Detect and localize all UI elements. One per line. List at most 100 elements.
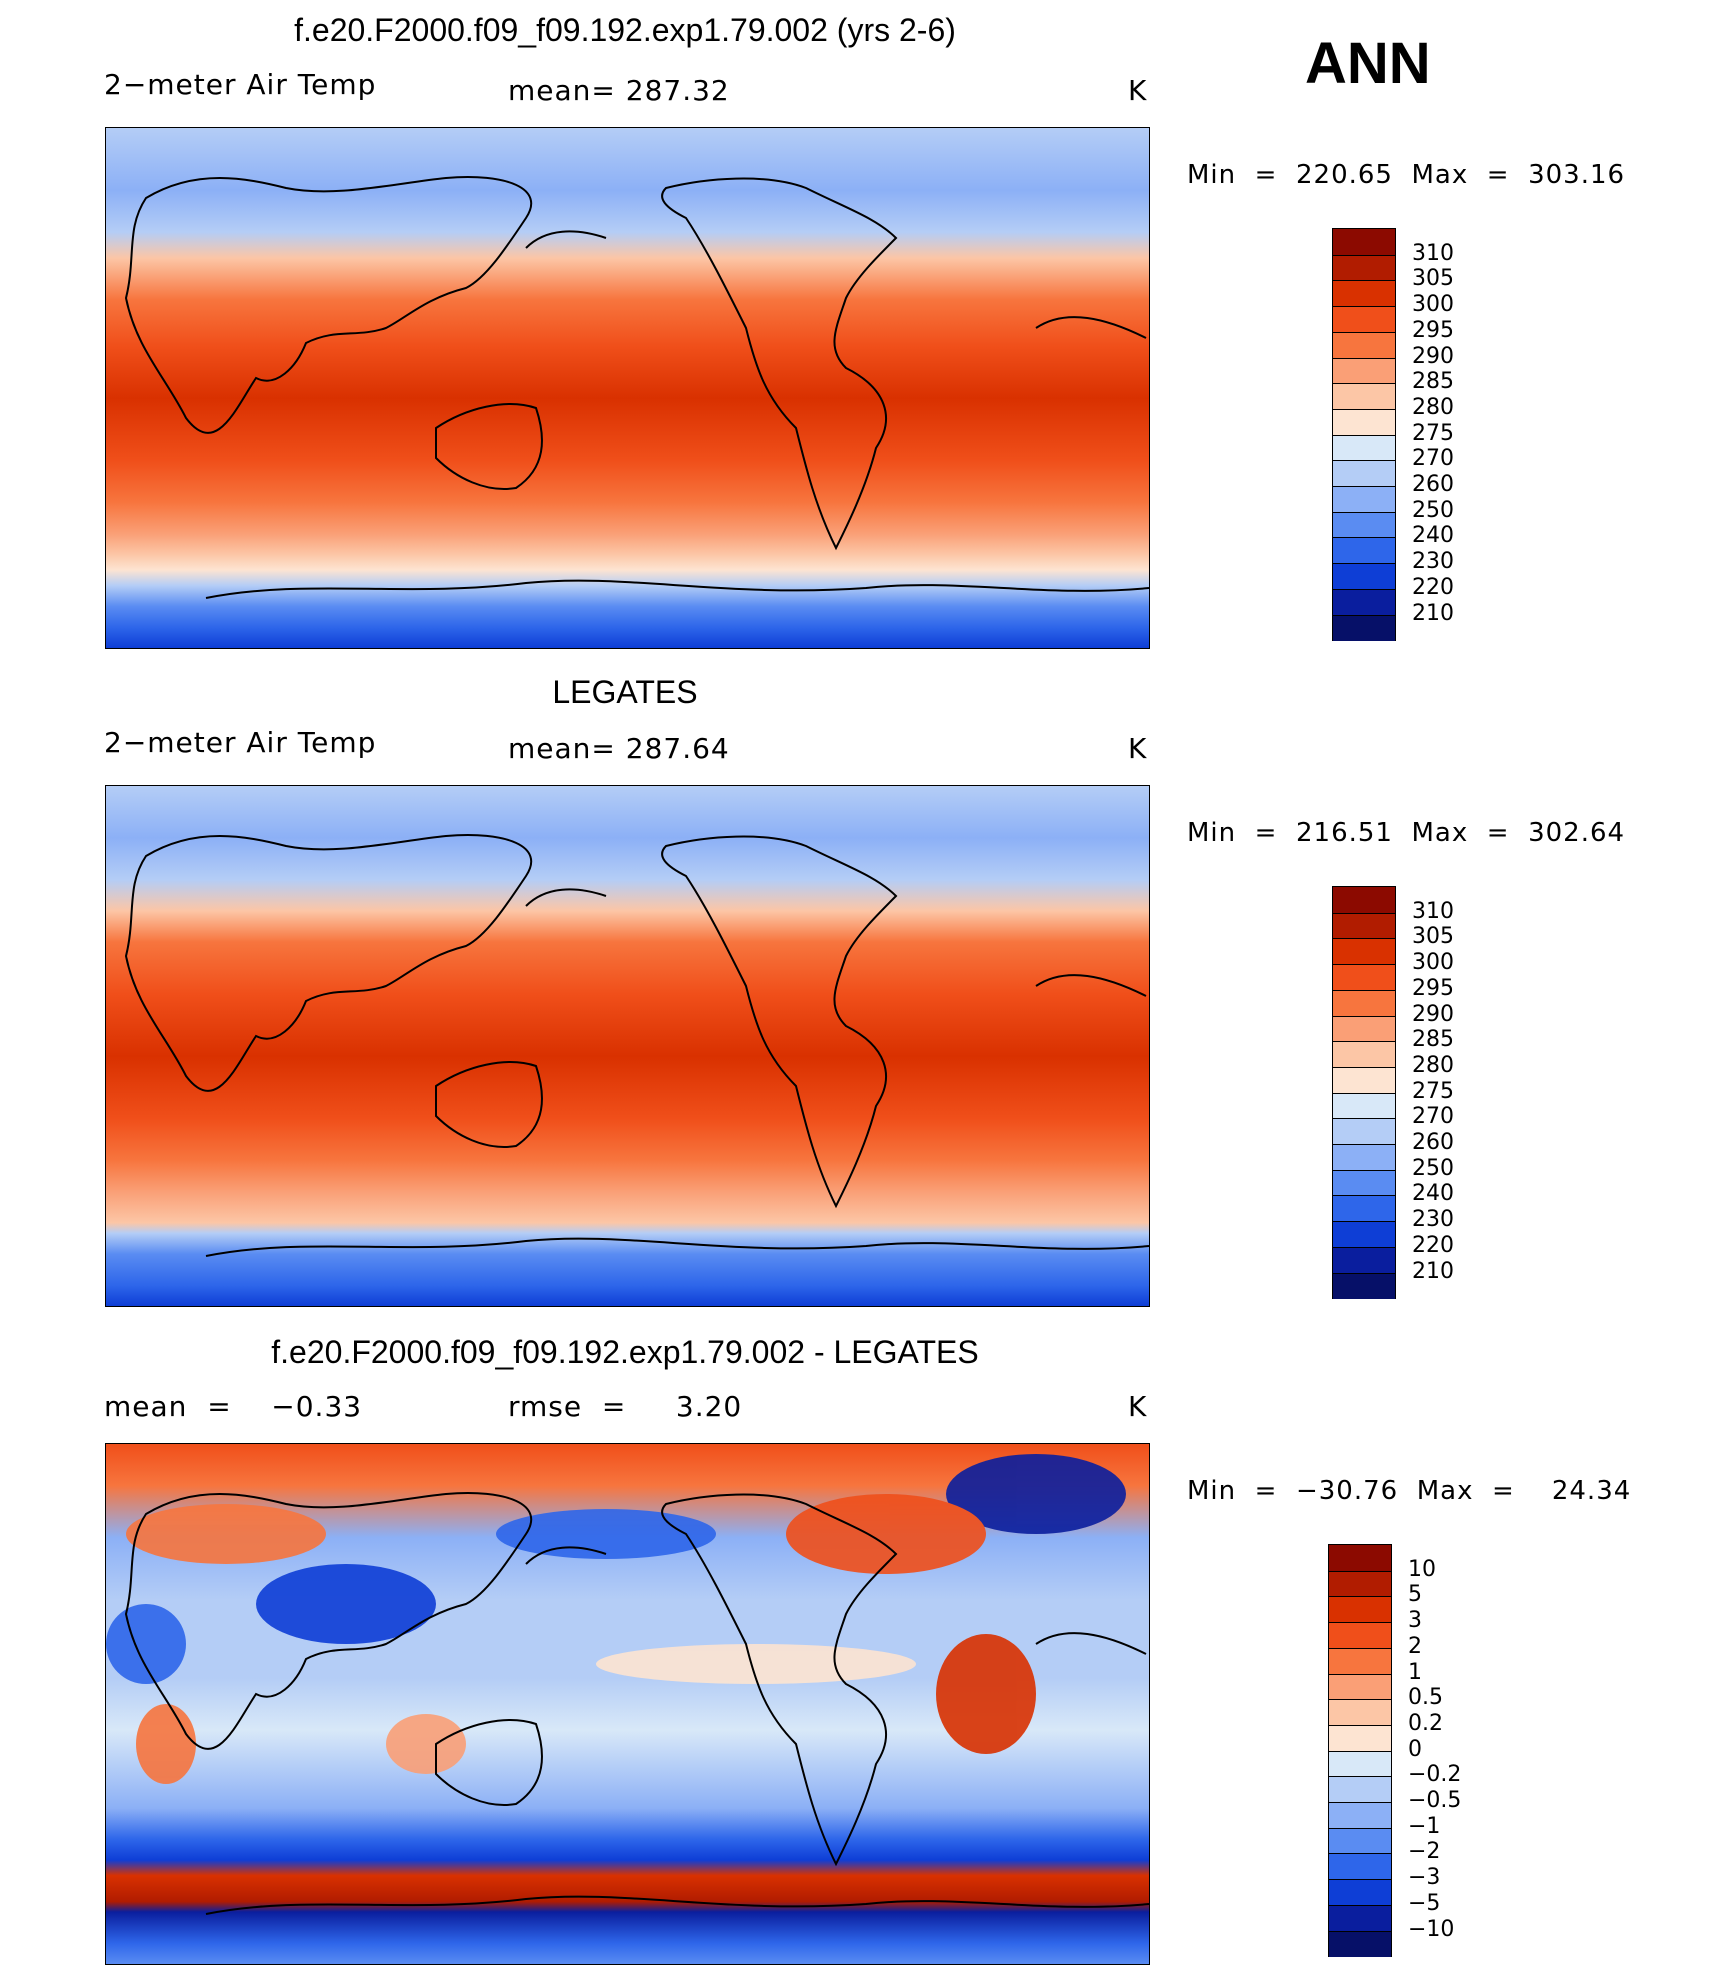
colorbar-swatch — [1333, 588, 1395, 616]
colorbar-level-label: 0.5 — [1408, 1685, 1443, 1711]
colorbar-swatch — [1333, 383, 1395, 410]
colorbar-swatch — [1329, 1904, 1391, 1932]
colorbar-level-label: 220 — [1412, 574, 1454, 600]
colorbar-level-label: 210 — [1412, 1258, 1454, 1284]
colorbar-level-label: 275 — [1412, 420, 1454, 446]
panel3-coastlines — [124, 1492, 1149, 1915]
colorbar-swatch — [1329, 1570, 1391, 1598]
colorbar-level-label: 2 — [1408, 1633, 1422, 1659]
colorbar-swatch — [1333, 1144, 1395, 1171]
colorbar-swatch — [1333, 1118, 1395, 1145]
colorbar-swatch — [1333, 964, 1395, 991]
colorbar-swatch — [1333, 1272, 1395, 1300]
colorbar-swatch — [1329, 1647, 1391, 1675]
colorbar-swatch — [1333, 460, 1395, 487]
colorbar-swatch — [1333, 537, 1395, 565]
colorbar-swatch — [1333, 989, 1395, 1017]
panel3-unit-label: K — [1128, 1390, 1148, 1423]
colorbar-level-label: 285 — [1412, 369, 1454, 395]
colorbar-swatch — [1333, 408, 1395, 436]
colorbar-level-label: 240 — [1412, 1181, 1454, 1207]
colorbar-level-label: 310 — [1412, 240, 1454, 266]
colorbar-level-label: 240 — [1412, 523, 1454, 549]
colorbar-level-label: 270 — [1412, 446, 1454, 472]
colorbar-swatch — [1333, 434, 1395, 462]
panel1-coastlines — [124, 176, 1149, 599]
panel2-min-max: Min = 216.51 Max = 302.64 — [1187, 818, 1626, 848]
colorbar-swatch — [1329, 1724, 1391, 1752]
colorbar-level-label: −0.2 — [1408, 1762, 1462, 1788]
colorbar-level-label: 285 — [1412, 1027, 1454, 1053]
panel2-unit-label: K — [1128, 732, 1148, 765]
colorbar-swatch — [1333, 912, 1395, 940]
colorbar-level-label: −2 — [1408, 1839, 1441, 1865]
colorbar-level-label: 230 — [1412, 1207, 1454, 1233]
colorbar-swatch — [1329, 1596, 1391, 1624]
panel1-mean-label: mean= 287.32 — [508, 74, 730, 107]
colorbar-level-label: 295 — [1412, 317, 1454, 343]
panel1-unit-label: K — [1128, 74, 1148, 107]
season-label: ANN — [1305, 31, 1431, 96]
colorbar-level-label: 250 — [1412, 1155, 1454, 1181]
colorbar-level-label: 230 — [1412, 549, 1454, 575]
colorbar-level-label: 5 — [1408, 1582, 1422, 1608]
panel2-title: LEGATES — [552, 674, 698, 710]
colorbar-swatch — [1333, 1092, 1395, 1120]
panel1-map — [105, 127, 1150, 649]
colorbar-level-label: 270 — [1412, 1104, 1454, 1130]
colorbar-swatch — [1329, 1853, 1391, 1881]
panel1-title: f.e20.F2000.f09_f09.192.exp1.79.002 (yrs… — [294, 12, 956, 48]
colorbar-level-label: 275 — [1412, 1078, 1454, 1104]
colorbar-level-label: 0 — [1408, 1736, 1422, 1762]
colorbar-level-label: 10 — [1408, 1556, 1436, 1582]
panel2-variable-label: 2−meter Air Temp — [104, 726, 377, 759]
colorbar-level-label: −5 — [1408, 1890, 1441, 1916]
colorbar-swatch — [1329, 1879, 1391, 1906]
colorbar-swatch — [1333, 229, 1395, 255]
colorbar-swatch — [1333, 887, 1395, 913]
colorbar-level-label: −10 — [1408, 1916, 1455, 1942]
panel2-coastlines — [124, 834, 1149, 1257]
colorbar-level-label: 300 — [1412, 292, 1454, 318]
colorbar-swatch — [1333, 280, 1395, 308]
colorbar-level-label: 290 — [1412, 343, 1454, 369]
colorbar-swatch — [1333, 938, 1395, 966]
colorbar-swatch — [1333, 1221, 1395, 1248]
panel3-map — [105, 1443, 1150, 1965]
panel3-title: f.e20.F2000.f09_f09.192.exp1.79.002 - LE… — [271, 1334, 979, 1370]
colorbar-level-label: 280 — [1412, 394, 1454, 420]
colorbar-level-label: −0.5 — [1408, 1788, 1462, 1813]
colorbar-swatches — [1332, 886, 1396, 1300]
colorbar-swatch — [1329, 1802, 1391, 1829]
colorbar-level-label: 280 — [1412, 1052, 1454, 1078]
colorbar-swatch — [1333, 1066, 1395, 1094]
colorbar-level-label: 250 — [1412, 497, 1454, 523]
colorbar-swatch — [1333, 511, 1395, 539]
colorbar-swatch — [1333, 306, 1395, 333]
colorbar-level-label: 1 — [1408, 1659, 1422, 1685]
colorbar-level-label: 295 — [1412, 975, 1454, 1001]
colorbar-swatches — [1328, 1544, 1392, 1958]
colorbar-level-label: 260 — [1412, 472, 1454, 497]
colorbar-level-label: −3 — [1408, 1865, 1441, 1891]
colorbar-level-label: −1 — [1408, 1813, 1441, 1839]
colorbar-swatch — [1333, 254, 1395, 282]
colorbar-level-label: 210 — [1412, 600, 1454, 626]
colorbar-level-label: 290 — [1412, 1001, 1454, 1027]
colorbar-swatch — [1333, 1041, 1395, 1068]
panel2-map — [105, 785, 1150, 1307]
colorbar-level-label: 220 — [1412, 1232, 1454, 1258]
colorbar-level-label: 305 — [1412, 266, 1454, 292]
panel1-min-max: Min = 220.65 Max = 303.16 — [1187, 160, 1626, 190]
colorbar-swatch — [1329, 1776, 1391, 1803]
colorbar-swatch — [1329, 1622, 1391, 1649]
panel3-mean-label: mean = −0.33 — [104, 1390, 363, 1423]
colorbar-level-label: 3 — [1408, 1608, 1422, 1634]
colorbar-swatch — [1333, 1246, 1395, 1274]
colorbar-swatch — [1333, 614, 1395, 642]
colorbar-swatch — [1329, 1827, 1391, 1855]
colorbar-level-label: 305 — [1412, 924, 1454, 950]
colorbar-swatch — [1333, 1195, 1395, 1223]
colorbar-swatch — [1333, 357, 1395, 385]
panel2-mean-label: mean= 287.64 — [508, 732, 730, 765]
